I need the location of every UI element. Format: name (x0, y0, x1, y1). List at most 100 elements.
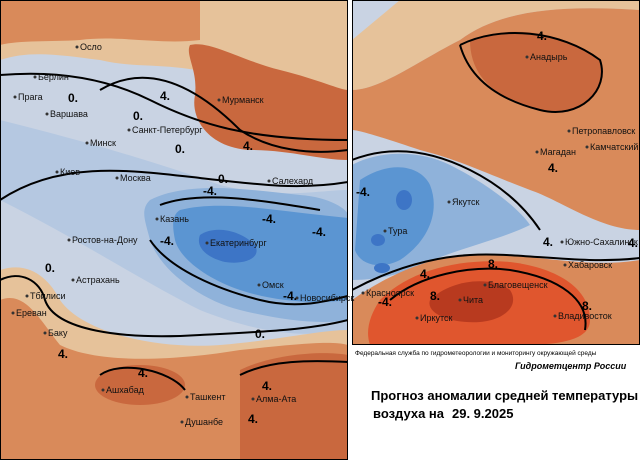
isoline-label: -4. (203, 184, 217, 198)
city-label: Ташкент (190, 392, 225, 402)
city-label: Тура (388, 226, 407, 236)
isoline-label: 8. (582, 299, 592, 313)
city-label: Санкт-Петербург (132, 125, 203, 135)
city-dot (45, 112, 49, 116)
city-dot (127, 128, 131, 132)
city-dot (13, 95, 17, 99)
city-label: Красноярск (366, 288, 414, 298)
isoline-label: 4. (420, 267, 430, 281)
isoline-label: 0. (218, 172, 228, 186)
isoline-label: 4. (548, 161, 558, 175)
city-dot (361, 291, 365, 295)
city-dot (267, 179, 271, 183)
title: Прогноз аномалии средней температуры (371, 388, 638, 403)
city-label: Алма-Ата (256, 394, 296, 404)
city-label: Тбилиси (30, 291, 66, 301)
isoline-label: -4. (283, 289, 297, 303)
city-dot (447, 200, 451, 204)
city-dot (563, 263, 567, 267)
isoline-label: 4. (537, 29, 547, 43)
isoline-label: -4. (312, 225, 326, 239)
city-dot (458, 298, 462, 302)
isoline-label: 4. (248, 412, 258, 426)
isoline-label: 4. (262, 379, 272, 393)
city-dot (115, 176, 119, 180)
city-dot (535, 150, 539, 154)
city-dot (155, 217, 159, 221)
isoline-label: 4. (243, 139, 253, 153)
city-dot (67, 238, 71, 242)
city-label: Ашхабад (106, 385, 145, 395)
isoline-label: -4. (262, 212, 276, 226)
city-label: Салехард (272, 176, 314, 186)
city-label: Хабаровск (568, 260, 612, 270)
city-label: Ростов-на-Дону (72, 235, 138, 245)
city-dot (257, 283, 261, 287)
city-label: Астрахань (76, 275, 120, 285)
city-dot (383, 229, 387, 233)
isoline-label: 4. (138, 366, 148, 380)
isoline-label: 0. (68, 91, 78, 105)
city-label: Екатеринбург (210, 238, 267, 248)
isoline-label: 4. (628, 236, 638, 250)
city-dot (553, 314, 557, 318)
city-label: Омск (262, 280, 284, 290)
city-dot (75, 45, 79, 49)
city-label: Иркутск (420, 313, 453, 323)
agency: Федеральная служба по гидрометеорологии … (355, 349, 597, 357)
city-dot (11, 311, 15, 315)
city-label: Киев (60, 167, 80, 177)
city-label: Осло (80, 42, 102, 52)
city-dot (567, 129, 571, 133)
isoline-label: 0. (255, 327, 265, 341)
city-label: Анадырь (530, 52, 568, 62)
city-dot (55, 170, 59, 174)
city-label: Прага (18, 92, 43, 102)
date: 29. 9.2025 (452, 406, 513, 421)
city-label: Москва (120, 173, 151, 183)
city-label: Новосибирск (300, 293, 354, 303)
city-dot (85, 141, 89, 145)
city-dot (185, 395, 189, 399)
city-label: Душанбе (185, 417, 223, 427)
center: Гидрометцентр России (515, 361, 627, 371)
isoline-label: -4. (378, 295, 392, 309)
subtitle: воздуха на (373, 406, 445, 421)
city-dot (415, 316, 419, 320)
isoline-label: 4. (160, 89, 170, 103)
city-label: Благовещенск (488, 280, 548, 290)
city-dot (560, 240, 564, 244)
west-panel (0, 0, 348, 460)
city-dot (251, 397, 255, 401)
city-label: Чита (463, 295, 483, 305)
city-dot (205, 241, 209, 245)
city-label: Берлин (38, 72, 69, 82)
city-label: Мурманск (222, 95, 264, 105)
isoline-label: 0. (175, 142, 185, 156)
city-label: Владивосток (558, 311, 612, 321)
city-dot (71, 278, 75, 282)
city-dot (525, 55, 529, 59)
isoline-label: -4. (160, 234, 174, 248)
isoline-label: 0. (45, 261, 55, 275)
city-label: Камчатский (590, 142, 638, 152)
city-dot (585, 145, 589, 149)
isoline-label: 4. (58, 347, 68, 361)
city-dot (180, 420, 184, 424)
city-dot (101, 388, 105, 392)
city-dot (483, 283, 487, 287)
city-dot (295, 296, 299, 300)
east-panel (352, 0, 640, 345)
city-dot (33, 75, 37, 79)
isoline-label: 8. (430, 289, 440, 303)
isoline-label: 0. (133, 109, 143, 123)
city-label: Минск (90, 138, 116, 148)
city-label: Баку (48, 328, 68, 338)
city-dot (25, 294, 29, 298)
isoline-label: 4. (543, 235, 553, 249)
isoline-label: -4. (356, 185, 370, 199)
city-label: Магадан (540, 147, 576, 157)
city-label: Ереван (16, 308, 47, 318)
city-label: Южно-Сахалинск (565, 237, 638, 247)
